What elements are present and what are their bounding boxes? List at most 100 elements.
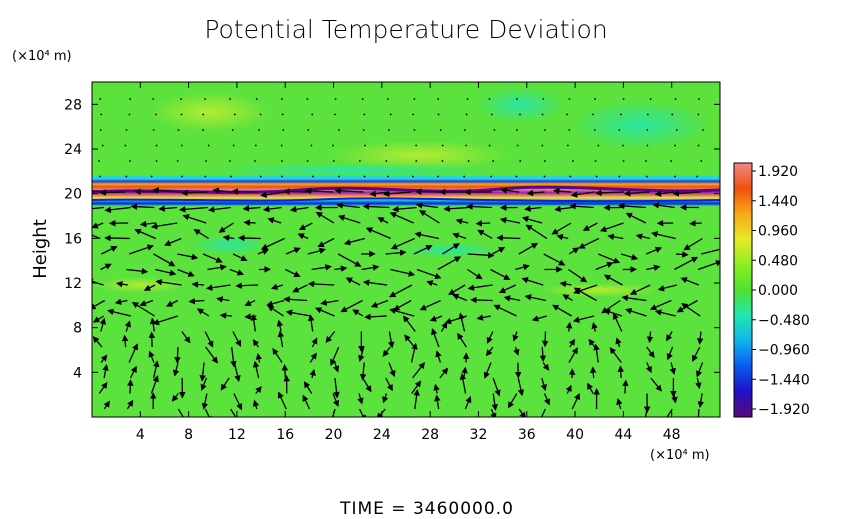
vector-arrow <box>493 304 517 317</box>
vector-arrow <box>434 394 441 410</box>
vector-dot <box>124 144 127 147</box>
vector-dot <box>332 144 334 147</box>
vector-arrow <box>153 253 176 267</box>
vector-dot <box>312 175 314 178</box>
vector-arrow <box>448 284 466 295</box>
colorbar: 1.920 1.440 0.960 0.480 0.000 −0.480 −0.960 −1.… <box>733 162 810 418</box>
vector-arrow <box>543 253 566 266</box>
vector-arrow <box>554 205 573 213</box>
vector-dot <box>389 113 392 116</box>
vector-arrow <box>414 231 440 240</box>
vector-arrow <box>587 382 594 394</box>
vector-arrow <box>512 331 519 342</box>
vector-arrow <box>680 277 699 286</box>
vector-dot <box>595 175 598 178</box>
vector-dot <box>490 175 493 178</box>
vector-arrow <box>307 314 315 332</box>
vector-arrow <box>103 400 110 410</box>
vector-arrow <box>666 346 674 361</box>
vector-arrow <box>150 375 159 394</box>
y-tick-label: 12 <box>64 276 82 292</box>
vector-arrow <box>490 268 511 280</box>
vector-arrow <box>98 381 108 394</box>
vector-arrow <box>588 338 596 348</box>
vector-dot <box>155 160 158 162</box>
vector-arrow <box>568 247 580 255</box>
vector-dot <box>541 113 544 116</box>
vector-dot <box>254 160 256 162</box>
vector-arrow <box>92 336 103 348</box>
vector-arrow <box>429 315 443 322</box>
vector-arrow <box>320 299 339 306</box>
vector-arrow <box>382 346 391 357</box>
vector-arrow <box>104 206 131 214</box>
vector-arrow <box>646 264 661 271</box>
colorbar-tick-label: 0.480 <box>758 253 798 269</box>
vector-arrow <box>635 233 651 240</box>
vector-arrow <box>243 219 256 226</box>
vector-dot <box>441 160 444 162</box>
vector-arrow <box>565 384 572 394</box>
vector-dot <box>412 113 415 116</box>
vector-dot <box>597 144 600 147</box>
vector-arrow <box>199 362 206 382</box>
vector-dot <box>649 98 652 100</box>
vector-dot <box>154 113 157 116</box>
vector-dot <box>229 98 231 100</box>
vector-arrow <box>127 379 134 394</box>
vector-arrow <box>92 206 105 210</box>
vector-arrow <box>612 312 623 332</box>
vector-arrow <box>589 366 597 379</box>
vector-arrow <box>390 237 415 250</box>
vector-arrow <box>205 346 219 364</box>
vector-arrow <box>578 237 600 249</box>
vector-arrow <box>285 247 301 255</box>
vector-dot <box>99 98 102 100</box>
vector-dot <box>413 129 416 131</box>
vector-dot <box>697 113 700 116</box>
vector-dot <box>232 144 235 147</box>
vector-arrow <box>599 222 624 233</box>
vector-arrow <box>244 313 257 320</box>
vector-dot <box>465 113 468 116</box>
vector-arrow <box>601 299 621 314</box>
vector-dot <box>152 129 155 131</box>
vector-arrow <box>500 187 520 194</box>
vector-arrow <box>92 222 104 229</box>
vector-arrow <box>309 368 316 379</box>
vector-dot <box>465 144 468 147</box>
x-tick-label: 48 <box>663 427 681 443</box>
colorbar-ramp <box>733 162 753 418</box>
vector-arrow <box>139 299 154 307</box>
vector-dot <box>362 129 365 131</box>
vector-arrow <box>334 187 364 194</box>
vector-arrow <box>152 187 182 194</box>
vector-arrow <box>486 331 494 344</box>
vector-dot <box>516 129 518 131</box>
vector-dot <box>568 98 571 100</box>
x-tick-label: 8 <box>184 427 193 443</box>
vector-arrow <box>128 244 154 255</box>
vector-arrow <box>654 190 675 197</box>
vector-arrow <box>524 294 547 302</box>
colorbar-tick-label: −0.480 <box>758 313 810 329</box>
vector-arrow <box>281 364 289 379</box>
vector-arrow <box>551 222 572 235</box>
vector-arrow <box>232 253 248 262</box>
vector-arrow <box>222 234 235 242</box>
vector-dot <box>620 113 622 116</box>
vector-arrow <box>517 377 525 397</box>
vector-arrow <box>441 243 460 255</box>
vector-arrow <box>594 189 624 197</box>
vector-arrow <box>443 205 469 212</box>
vector-arrow <box>205 284 231 291</box>
vector-arrow <box>388 362 396 378</box>
x-tick-label: 28 <box>421 427 439 443</box>
y-units-label: (×10⁴ m) <box>12 49 72 64</box>
vector-arrow <box>458 312 466 332</box>
vector-arrow <box>262 205 282 213</box>
vector-arrow <box>419 299 441 311</box>
vector-arrow <box>672 190 701 197</box>
vector-arrow <box>595 261 614 271</box>
vector-arrow <box>388 284 413 298</box>
